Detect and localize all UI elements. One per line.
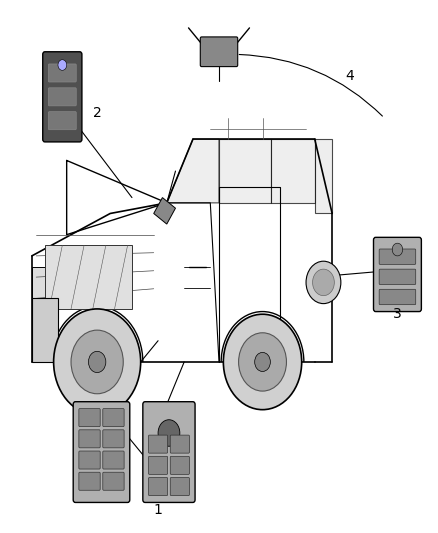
Bar (32, 266, 53, 298)
Circle shape (223, 314, 302, 410)
Polygon shape (167, 139, 219, 203)
Circle shape (313, 269, 334, 296)
Bar (32, 298, 58, 362)
Polygon shape (271, 139, 315, 203)
Circle shape (392, 243, 403, 256)
FancyBboxPatch shape (79, 430, 100, 448)
FancyBboxPatch shape (170, 456, 189, 474)
FancyBboxPatch shape (79, 472, 100, 490)
FancyBboxPatch shape (79, 409, 100, 426)
Circle shape (306, 261, 341, 304)
FancyBboxPatch shape (148, 435, 168, 453)
Text: 4: 4 (345, 69, 354, 83)
Polygon shape (219, 139, 271, 203)
FancyBboxPatch shape (170, 478, 189, 496)
FancyBboxPatch shape (48, 112, 76, 130)
FancyBboxPatch shape (379, 289, 416, 305)
Circle shape (239, 333, 286, 391)
FancyBboxPatch shape (79, 451, 100, 469)
FancyBboxPatch shape (103, 430, 124, 448)
Circle shape (58, 60, 67, 70)
FancyBboxPatch shape (103, 409, 124, 426)
FancyBboxPatch shape (374, 237, 421, 312)
FancyBboxPatch shape (379, 269, 416, 285)
FancyBboxPatch shape (73, 402, 130, 503)
Text: 3: 3 (393, 307, 402, 321)
FancyBboxPatch shape (48, 88, 76, 106)
FancyBboxPatch shape (103, 451, 124, 469)
Text: 2: 2 (93, 106, 102, 120)
FancyBboxPatch shape (200, 37, 238, 67)
FancyBboxPatch shape (103, 472, 124, 490)
FancyBboxPatch shape (170, 435, 189, 453)
FancyBboxPatch shape (43, 52, 82, 142)
Circle shape (254, 352, 270, 372)
FancyBboxPatch shape (148, 478, 168, 496)
Polygon shape (154, 198, 176, 224)
Circle shape (71, 330, 123, 394)
FancyBboxPatch shape (379, 249, 416, 264)
Circle shape (53, 309, 141, 415)
Circle shape (88, 351, 106, 373)
Polygon shape (315, 139, 332, 214)
Circle shape (158, 419, 180, 446)
FancyBboxPatch shape (143, 402, 195, 503)
FancyBboxPatch shape (148, 456, 168, 474)
FancyBboxPatch shape (48, 64, 76, 82)
Text: 1: 1 (154, 503, 162, 518)
Bar (45, 245, 132, 309)
